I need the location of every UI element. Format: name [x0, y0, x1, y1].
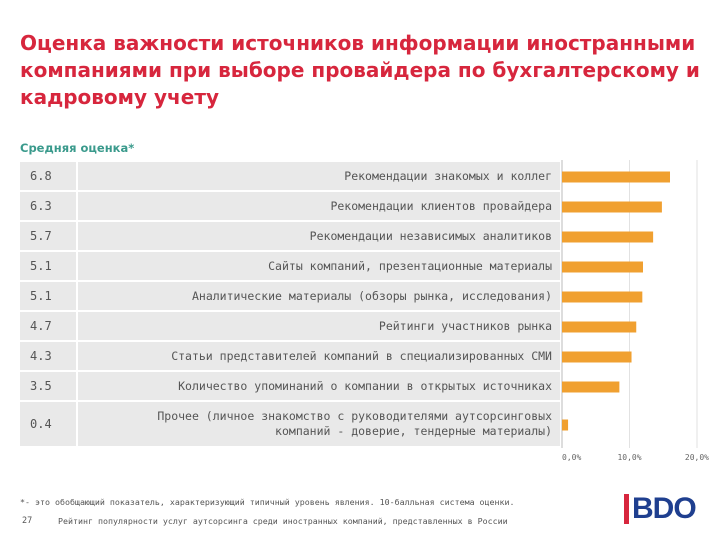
- bar: [562, 351, 632, 363]
- bar: [562, 419, 569, 431]
- x-tick-label: 0,0%: [562, 453, 581, 462]
- bar: [562, 381, 620, 393]
- score-value: 0.4: [20, 402, 78, 446]
- table-row: 5.1 Аналитические материалы (обзоры рынка…: [20, 280, 560, 310]
- table-row: 5.7 Рекомендации независимых аналитиков: [20, 220, 560, 250]
- table-row: 0.4 Прочее (личное знакомство с руководит…: [20, 400, 560, 446]
- table-row: 6.3 Рекомендации клиентов провайдера: [20, 190, 560, 220]
- x-tick-label: 10,0%: [617, 453, 641, 462]
- bar: [562, 171, 670, 183]
- category-label: Статьи представителей компаний в специал…: [171, 348, 552, 363]
- category-label: Количество упоминаний о компании в откры…: [178, 378, 552, 393]
- logo-bar-icon: [624, 494, 629, 524]
- bar: [562, 231, 654, 243]
- score-value: 3.5: [20, 372, 78, 400]
- bar: [562, 291, 643, 303]
- score-value: 6.3: [20, 192, 78, 220]
- score-value: 5.7: [20, 222, 78, 250]
- score-value: 5.1: [20, 282, 78, 310]
- category-label: Рейтинги участников рынка: [378, 318, 552, 333]
- bar: [562, 321, 637, 333]
- page-number: 27: [22, 516, 33, 526]
- score-value: 6.8: [20, 162, 78, 190]
- bar: [562, 201, 662, 213]
- table-row: 4.7 Рейтинги участников рынка: [20, 310, 560, 340]
- score-value: 4.7: [20, 312, 78, 340]
- category-label: Рекомендации знакомых и коллег: [344, 168, 552, 183]
- bdo-logo: BDO: [624, 492, 697, 526]
- logo-text: BDO: [632, 492, 697, 525]
- category-label: Рекомендации независимых аналитиков: [309, 228, 552, 243]
- chart-subtitle: Средняя оценка*: [20, 141, 135, 155]
- table-row: 4.3 Статьи представителей компаний в спец…: [20, 340, 560, 370]
- category-label: Аналитические материалы (обзоры рынка, и…: [191, 288, 552, 303]
- category-label: Рекомендации клиентов провайдера: [330, 198, 552, 213]
- table-row: 6.8 Рекомендации знакомых и коллег: [20, 160, 560, 190]
- category-label: Прочее (личное знакомство с руководителя…: [157, 409, 552, 438]
- score-value: 5.1: [20, 252, 78, 280]
- page-title: Оценка важности источников информации ин…: [20, 31, 700, 109]
- table-row: 3.5 Количество упоминаний о компании в от…: [20, 370, 560, 400]
- bar: [562, 261, 643, 273]
- category-label: Сайты компаний, презентационные материал…: [268, 258, 552, 273]
- x-tick-label: 20,0%: [685, 453, 709, 462]
- table-row: 5.1 Сайты компаний, презентационные матер…: [20, 250, 560, 280]
- footer-text: Рейтинг популярности услуг аутсорсинга с…: [58, 516, 508, 526]
- footnote: *- это обобщающий показатель, характериз…: [20, 497, 515, 507]
- score-value: 4.3: [20, 342, 78, 370]
